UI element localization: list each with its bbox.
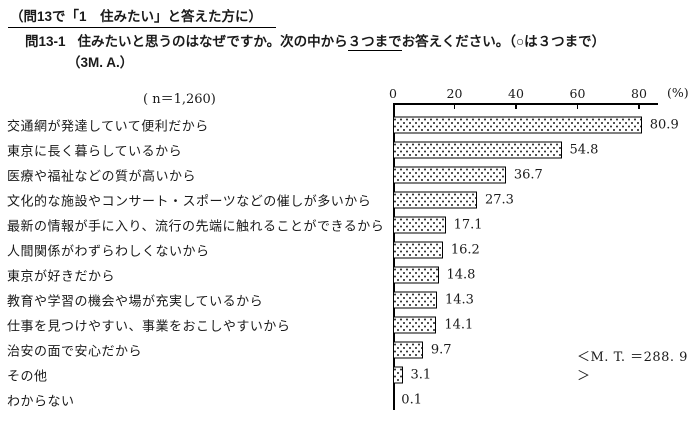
- chart-row: 教育や学習の機会や場が充実しているから 14.3: [0, 288, 700, 313]
- category-label: 教育や学習の機会や場が充実しているから: [7, 294, 264, 310]
- question-post: お答えください。（○は３つまで）: [401, 34, 606, 49]
- chart-row: 治安の面で安心だから 9.7: [0, 338, 700, 363]
- bar: [393, 341, 423, 359]
- category-label: 医療や福祉などの質が高いから: [7, 169, 197, 185]
- bar: [393, 291, 437, 309]
- chart-row: その他 3.1: [0, 363, 700, 388]
- percent-unit-label: (%): [667, 85, 689, 100]
- value-label: 9.7: [430, 342, 452, 358]
- category-label: 東京に長く暮らしているから: [7, 144, 183, 160]
- bar: [393, 116, 642, 134]
- x-tick-label: 80: [631, 86, 647, 101]
- value-label: 54.8: [569, 142, 599, 158]
- chart-row: 文化的な施設やコンサート・スポーツなどの催しが多いから 27.3: [0, 188, 700, 213]
- value-label: 3.1: [410, 367, 432, 383]
- question-number: 問13-1: [25, 34, 66, 49]
- sample-size-label: ( n＝1,260): [143, 92, 216, 107]
- bar: [393, 166, 506, 184]
- value-label: 80.9: [649, 117, 679, 133]
- answer-type-label: （3M. A.）: [67, 55, 134, 70]
- chart-row: 交通網が発達していて便利だから 80.9: [0, 113, 700, 138]
- category-label: 東京が好きだから: [7, 269, 116, 285]
- bar: [393, 241, 443, 259]
- x-tick-label: 40: [508, 86, 524, 101]
- category-label: 人間関係がわずらわしくないから: [7, 244, 210, 260]
- category-label: その他: [7, 369, 48, 385]
- x-tick-label: 20: [446, 86, 463, 101]
- bar-rows: 交通網が発達していて便利だから 80.9 東京に長く暮らしているから 54.8 医療や福…: [0, 113, 700, 413]
- value-label: 27.3: [484, 192, 514, 208]
- chart-row: 人間関係がわずらわしくないから 16.2: [0, 238, 700, 263]
- bar: [393, 191, 477, 209]
- value-label: 14.1: [444, 317, 474, 333]
- category-label: 仕事を見つけやすい、事業をおこしやすいから: [7, 319, 291, 335]
- question-underlined: ３つまで: [347, 34, 402, 51]
- category-label: 最新の情報が手に入り、流行の先端に触れることができるから: [7, 219, 385, 235]
- category-label: 文化的な施設やコンサート・スポーツなどの催しが多いから: [7, 194, 372, 210]
- x-tick-label: 0: [389, 86, 397, 101]
- chart-row: 仕事を見つけやすい、事業をおこしやすいから 14.1: [0, 313, 700, 338]
- condition-note: （問13で「1 住みたい」と答えた方に）: [8, 5, 277, 28]
- question-text: 問13-1 住みたいと思うのはなぜですか。次の中から３つまでお答えください。（○は…: [25, 30, 606, 51]
- value-label: 14.8: [446, 267, 476, 283]
- value-label: 17.1: [453, 217, 483, 233]
- category-label: 治安の面で安心だから: [7, 344, 143, 360]
- question-pre: 住みたいと思うのはなぜですか。次の中から: [77, 34, 348, 49]
- chart-row: わからない 0.1: [0, 388, 700, 413]
- x-axis-line: [392, 103, 658, 105]
- bar: [393, 266, 439, 284]
- x-tick-mark: [515, 105, 517, 109]
- bar: [393, 316, 437, 334]
- x-tick-mark: [576, 105, 579, 109]
- category-label: わからない: [7, 394, 75, 410]
- chart-row: 東京に長く暮らしているから 54.8: [0, 138, 700, 163]
- bar: [393, 366, 403, 384]
- x-tick-mark: [453, 105, 456, 109]
- bar: [393, 216, 446, 234]
- x-tick-mark: [638, 105, 640, 109]
- chart-row: 東京が好きだから 14.8: [0, 263, 700, 288]
- x-tick-label: 60: [569, 86, 586, 101]
- chart-row: 医療や福祉などの質が高いから 36.7: [0, 163, 700, 188]
- value-label: 16.2: [450, 242, 480, 258]
- condition-note-text: （問13で「1 住みたい」と答えた方に）: [8, 5, 277, 28]
- chart-row: 最新の情報が手に入り、流行の先端に触れることができるから 17.1: [0, 213, 700, 238]
- bar: [393, 141, 562, 159]
- value-label: 14.3: [444, 292, 474, 308]
- category-label: 交通網が発達していて便利だから: [7, 119, 209, 135]
- mt-total-note: ＜M. T. ＝288. 9＞: [577, 350, 688, 384]
- value-label: 36.7: [513, 167, 543, 183]
- value-label: 0.1: [401, 392, 422, 408]
- bar: [393, 391, 394, 409]
